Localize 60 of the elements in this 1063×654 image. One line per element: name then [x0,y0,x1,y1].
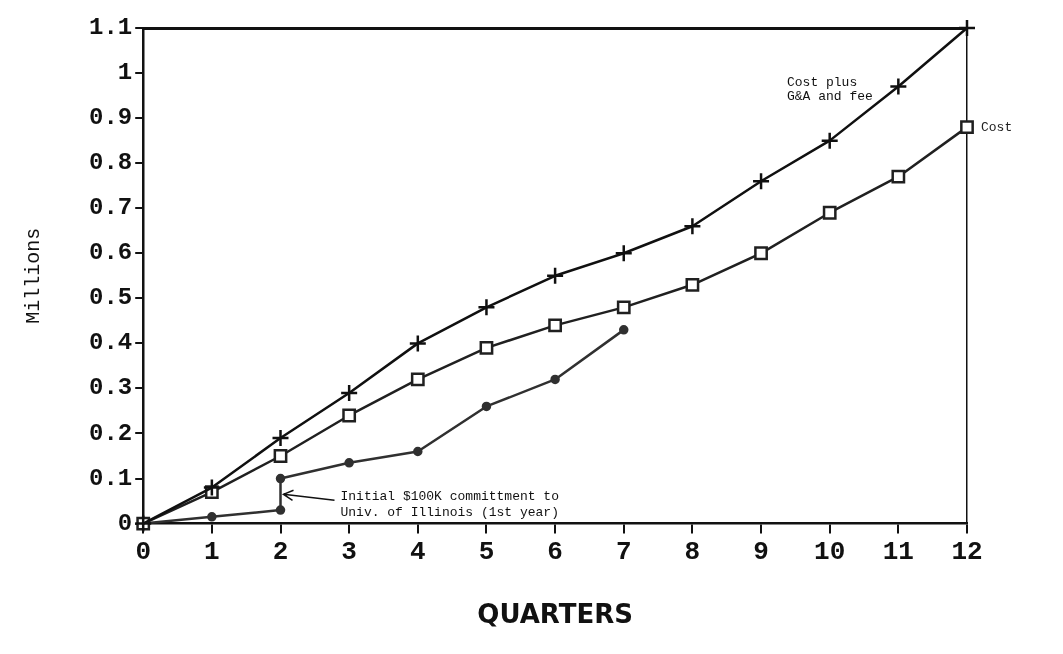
point [271,428,290,448]
point [889,77,908,96]
x-tick-label: 8 [684,536,701,567]
point [275,505,286,515]
y-tick-label: 0.7 [88,194,133,222]
series-label: Cost plus G&A and fee [787,75,873,105]
x-tick-label: 11 [882,536,914,567]
x-tick-label: 10 [814,536,846,567]
y-tick-label: 0.1 [88,464,133,492]
point [339,383,359,403]
point [273,449,288,463]
point [619,325,629,335]
point [413,446,423,457]
y-tick-label: 0.8 [88,149,133,177]
point [891,169,906,184]
x-tick-label: 1 [204,536,220,567]
point [957,18,977,38]
point [616,300,631,315]
y-tick-label: 0.3 [88,374,133,402]
x-tick-label: 2 [272,536,289,567]
point [754,246,768,261]
point [408,334,428,353]
point [548,318,563,333]
y-tick-label: 1.1 [88,14,133,42]
x-tick-label: 9 [753,536,769,567]
y-tick-label: 0.6 [88,239,133,267]
point [207,512,217,522]
x-tick-label: 7 [615,536,632,567]
x-tick-label: 5 [478,536,495,567]
point [479,340,494,355]
series-label: Cost [981,119,1013,135]
point [822,205,837,220]
x-tick-label: 3 [341,536,357,567]
point [683,216,702,236]
y-tick-label: 0 [117,509,133,537]
x-axis-title: QUARTERS [477,599,633,630]
y-tick-label: 0.2 [88,419,133,447]
y-axis-title: Millions [22,227,46,324]
y-tick-label: 0.9 [88,104,133,132]
point [344,458,354,468]
y-tick-label: 0.5 [88,284,133,312]
point [545,266,565,286]
x-tick-label: 6 [547,536,563,567]
point [960,120,974,135]
x-tick-label: 12 [951,536,983,567]
point [477,298,496,317]
point [410,372,425,387]
y-tick-label: 0.4 [88,329,133,357]
point [685,277,700,292]
point [342,408,357,423]
point [481,401,492,412]
annotation: Initial $100K committment to Univ. of Illinois (1st year) [340,488,559,520]
x-tick-label: 4 [410,536,426,567]
point [820,131,839,150]
point [202,478,222,497]
point [751,171,771,191]
point [614,244,633,263]
point [275,473,286,484]
point [550,374,560,385]
y-tick-label: 1 [117,59,133,87]
